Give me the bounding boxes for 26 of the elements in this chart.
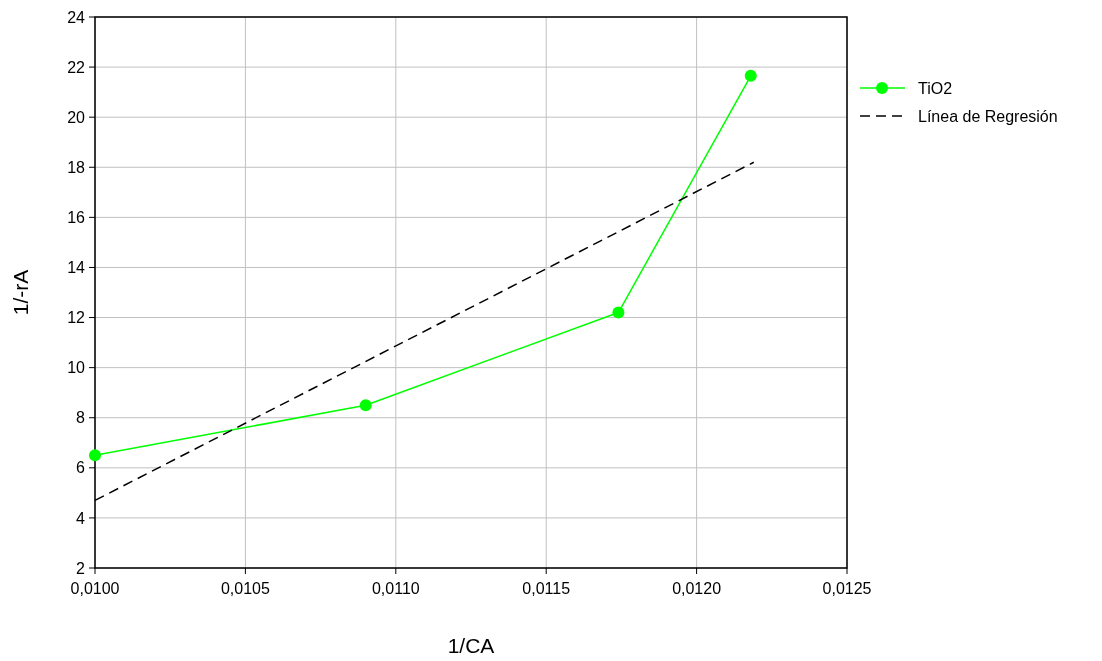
point xyxy=(612,306,625,319)
point xyxy=(359,399,372,412)
point xyxy=(744,69,757,82)
x-tick-label: 0,0120 xyxy=(672,580,722,597)
y-tick-label: 22 xyxy=(67,58,86,76)
x-tick-label: 0,0110 xyxy=(371,580,420,597)
y-tick-label: 10 xyxy=(67,359,86,377)
y-tick-label: 8 xyxy=(76,409,86,427)
x-tick-label: 0,0125 xyxy=(822,580,872,597)
y-tick-label: 18 xyxy=(67,158,86,176)
y-tick-label: 14 xyxy=(67,259,86,277)
x-axis-title: 1/CA xyxy=(447,634,495,657)
x-tick-label: 0,0105 xyxy=(220,580,270,597)
x-tick-label: 0,0100 xyxy=(70,580,120,597)
y-tick-label: 6 xyxy=(76,459,86,477)
y-tick-label: 2 xyxy=(76,559,86,577)
y-tick-label: 12 xyxy=(67,309,86,327)
legend-label: Línea de Regresión xyxy=(918,107,1058,125)
legend-label: TiO2 xyxy=(918,79,953,97)
y-tick-label: 16 xyxy=(67,208,86,226)
y-tick-label: 24 xyxy=(67,8,86,26)
point xyxy=(89,449,101,462)
y-tick-label: 20 xyxy=(67,108,86,126)
x-tick-label: 0,0115 xyxy=(522,580,571,597)
y-axis-title: 1/-rA xyxy=(9,269,32,316)
y-tick-label: 4 xyxy=(76,509,86,527)
